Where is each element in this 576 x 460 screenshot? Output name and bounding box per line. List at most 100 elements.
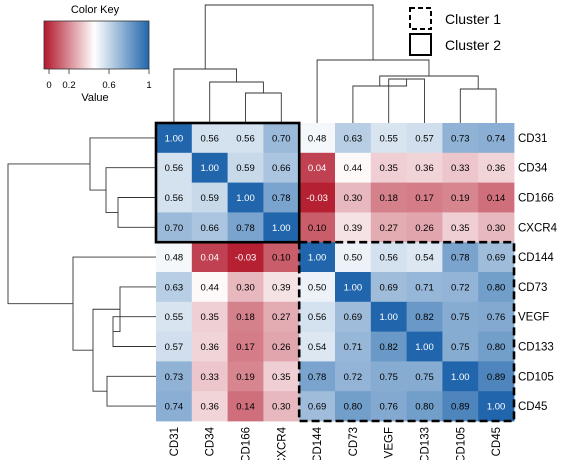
row-dendrogram-branch [92,308,120,392]
heatmap-cell [191,361,228,392]
heatmap-cell [156,212,193,243]
heatmap-cell [191,212,228,243]
heatmap-cell-value: 0.69 [344,312,363,323]
row-label: CD31 [518,133,547,145]
heatmap-cell [442,331,479,362]
heatmap-cell-value: 0.59 [236,163,255,174]
heatmap-cell [406,242,443,273]
heatmap-cell [335,272,372,303]
row-dendrogram-branch [7,163,90,305]
heatmap-cell [478,301,515,332]
heatmap-cell [156,152,193,183]
legend-cluster1-swatch [409,7,432,30]
heatmap-cell-value: 0.26 [272,342,291,353]
heatmap-cell-value: 0.63 [165,282,184,293]
heatmap-cell [335,361,372,392]
heatmap-cell [156,391,193,422]
heatmap-cell [191,331,228,362]
heatmap-cell-value: 0.57 [165,342,184,353]
column-label: CD166 [241,427,253,460]
heatmap-cell-value: 0.56 [200,133,219,144]
color-key-axis-label: Value [81,92,108,104]
heatmap-cell [263,301,300,332]
heatmap-cell [442,242,479,273]
heatmap-cell-value: 0.59 [200,193,219,204]
heatmap-cell [406,152,443,183]
heatmap-cell [442,272,479,303]
heatmap-cell [478,331,515,362]
heatmap-cell-value: 1.00 [165,133,184,144]
heatmap-cell [442,152,479,183]
row-dendrogram [7,137,156,407]
row-label: CD45 [518,401,547,413]
heatmap-cell [370,212,407,243]
heatmap-cells: 1.00 0.56 0.56 0.70 0.48 0.63 0.55 0.57 0.73 0.74… [156,123,515,422]
heatmap-cell-value: -0.03 [235,253,257,264]
heatmap-cell-value: 0.69 [379,282,398,293]
heatmap-cell-value: 0.14 [487,193,506,204]
color-key-tick-label: 0.2 [62,80,75,91]
heatmap-cell-value: 0.56 [165,163,184,174]
column-label: CD31 [169,427,181,456]
column-dendrogram-branch [459,88,497,123]
heatmap-cell [227,272,264,303]
column-dendrogram-branch [173,68,237,123]
heatmap-cell-value: 0.18 [236,312,255,323]
heatmap-cell [263,212,300,243]
heatmap-cell [406,212,443,243]
heatmap-cell [299,152,336,183]
heatmap-cell-value: 0.75 [379,372,398,383]
cluster2-box [154,121,301,244]
heatmap-cell-value: 0.78 [308,372,327,383]
heatmap-cell [191,152,228,183]
heatmap-cell-value: 0.33 [451,163,470,174]
heatmap-cell-value: 0.74 [165,402,184,413]
heatmap-cell [478,272,515,303]
color-key-gradient [43,20,150,70]
heatmap-cell-value: 0.30 [344,193,363,204]
heatmap-cell-value: 1.00 [272,223,291,234]
heatmap-cell [370,361,407,392]
heatmap-cell [406,301,443,332]
column-dendrogram-branch [316,59,430,123]
column-label: CD105 [455,427,467,460]
column-labels: CD31 CD34 CD166 CXCR4 CD144 CD73 VEGF CD133 CD10… [169,426,503,460]
heatmap-cell-value: 0.30 [272,402,291,413]
heatmap-cell-value: 0.78 [272,193,291,204]
heatmap-cell [406,272,443,303]
row-dendrogram-branch [106,375,156,407]
heatmap-cell [370,152,407,183]
heatmap-cell [191,182,228,213]
heatmap-cell [335,123,372,154]
heatmap-cell-value: 0.70 [165,223,184,234]
heatmap-cell [478,391,515,422]
heatmap-cell-value: 0.80 [487,282,506,293]
heatmap-cell [478,182,515,213]
heatmap-cell [299,182,336,213]
heatmap-cell-value: 0.69 [308,402,327,413]
heatmap-cell-value: 0.75 [451,342,470,353]
heatmap-cell [299,242,336,273]
heatmap-cell [263,152,300,183]
heatmap-cell-value: 0.56 [236,133,255,144]
heatmap-cell-value: 0.35 [451,223,470,234]
heatmap-cell-value: 0.78 [451,253,470,264]
heatmap-cell [227,242,264,273]
row-label: CD144 [518,252,554,264]
heatmap-cell-value: 0.27 [272,312,291,323]
heatmap-cell [478,242,515,273]
heatmap-cell-value: 0.50 [344,253,363,264]
heatmap-cell-value: 0.30 [236,282,255,293]
color-key-ticks: 0 0.2 0.6 1 [46,69,152,91]
column-label: CD34 [205,426,217,456]
column-label: CD45 [491,427,503,456]
heatmap-cell-value: 0.76 [379,402,398,413]
heatmap-cell-value: 0.50 [308,282,327,293]
heatmap-cell [335,212,372,243]
column-dendrogram-branch [204,4,374,69]
heatmap-cell-value: 0.82 [379,342,398,353]
heatmap-cell-value: 0.56 [379,253,398,264]
heatmap-cell [227,182,264,213]
heatmap-cell [335,182,372,213]
